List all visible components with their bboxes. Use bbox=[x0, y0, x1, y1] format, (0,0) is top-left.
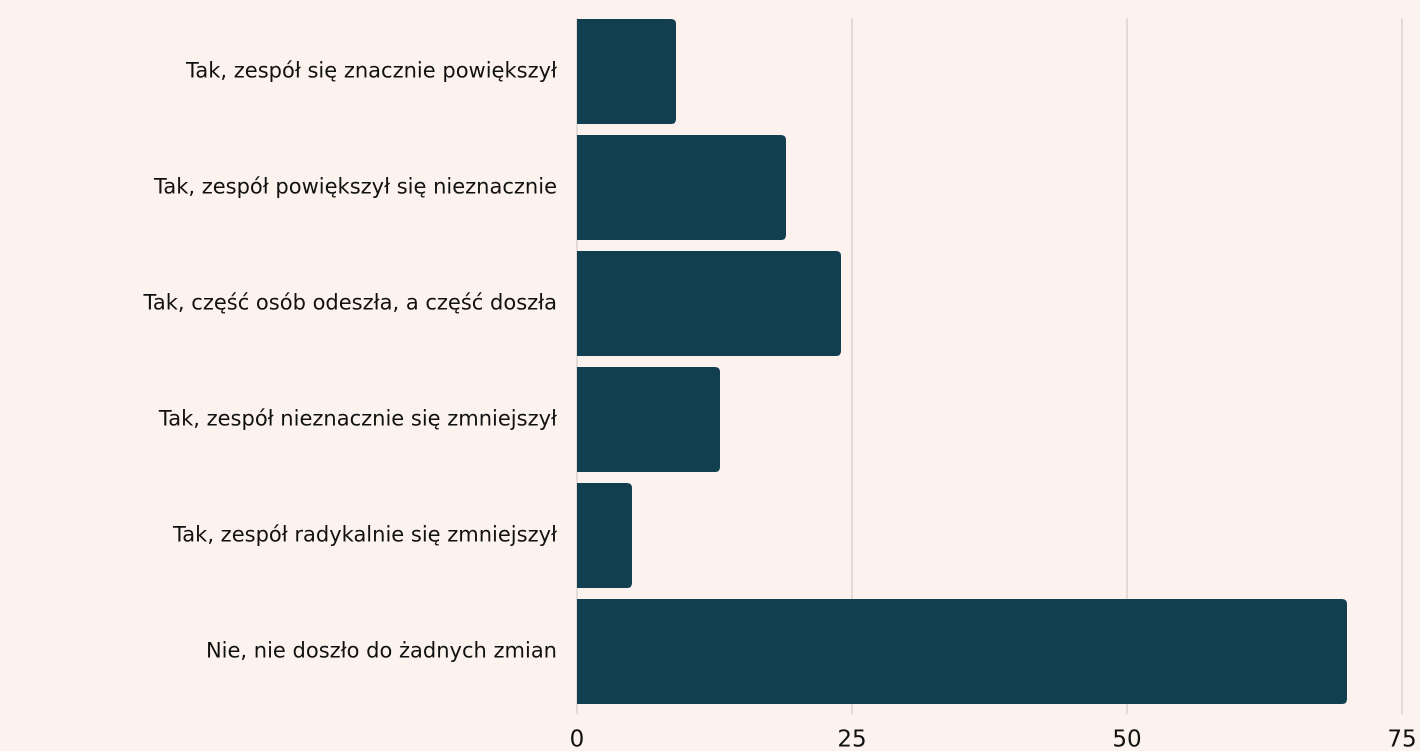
y-tick-label: Tak, zespół powiększył się nieznacznie bbox=[153, 175, 557, 199]
x-tick-label: 0 bbox=[570, 727, 585, 751]
bar bbox=[577, 599, 1347, 704]
bar bbox=[577, 19, 676, 124]
bar bbox=[577, 367, 720, 472]
bar bbox=[577, 251, 841, 356]
x-tick-label: 75 bbox=[1387, 727, 1416, 751]
y-tick-label: Tak, zespół nieznacznie się zmniejszył bbox=[158, 407, 557, 431]
y-tick-label: Nie, nie doszło do żadnych zmian bbox=[206, 639, 557, 663]
y-tick-label: Tak, zespół się znacznie powiększył bbox=[185, 59, 557, 83]
bar bbox=[577, 483, 632, 588]
x-tick-label: 25 bbox=[837, 727, 866, 751]
bar bbox=[577, 135, 786, 240]
y-tick-label: Tak, zespół radykalnie się zmniejszył bbox=[172, 523, 557, 547]
y-tick-label: Tak, część osób odeszła, a część doszła bbox=[143, 291, 557, 315]
x-tick-label: 50 bbox=[1112, 727, 1141, 751]
